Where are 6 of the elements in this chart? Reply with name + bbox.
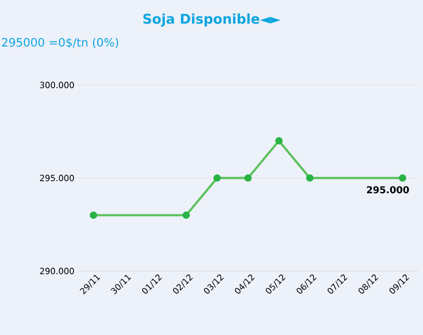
y-tick-label: 295.000 bbox=[40, 174, 74, 182]
y-tick-label: 290.000 bbox=[40, 268, 74, 274]
chart-title: Soja Disponible◄► bbox=[143, 13, 281, 27]
data-label: 295.000 bbox=[366, 186, 409, 194]
chart-subtitle: 295000 =0$/tn (0%) bbox=[2, 38, 118, 48]
y-tick-label: 300.000 bbox=[40, 82, 74, 88]
